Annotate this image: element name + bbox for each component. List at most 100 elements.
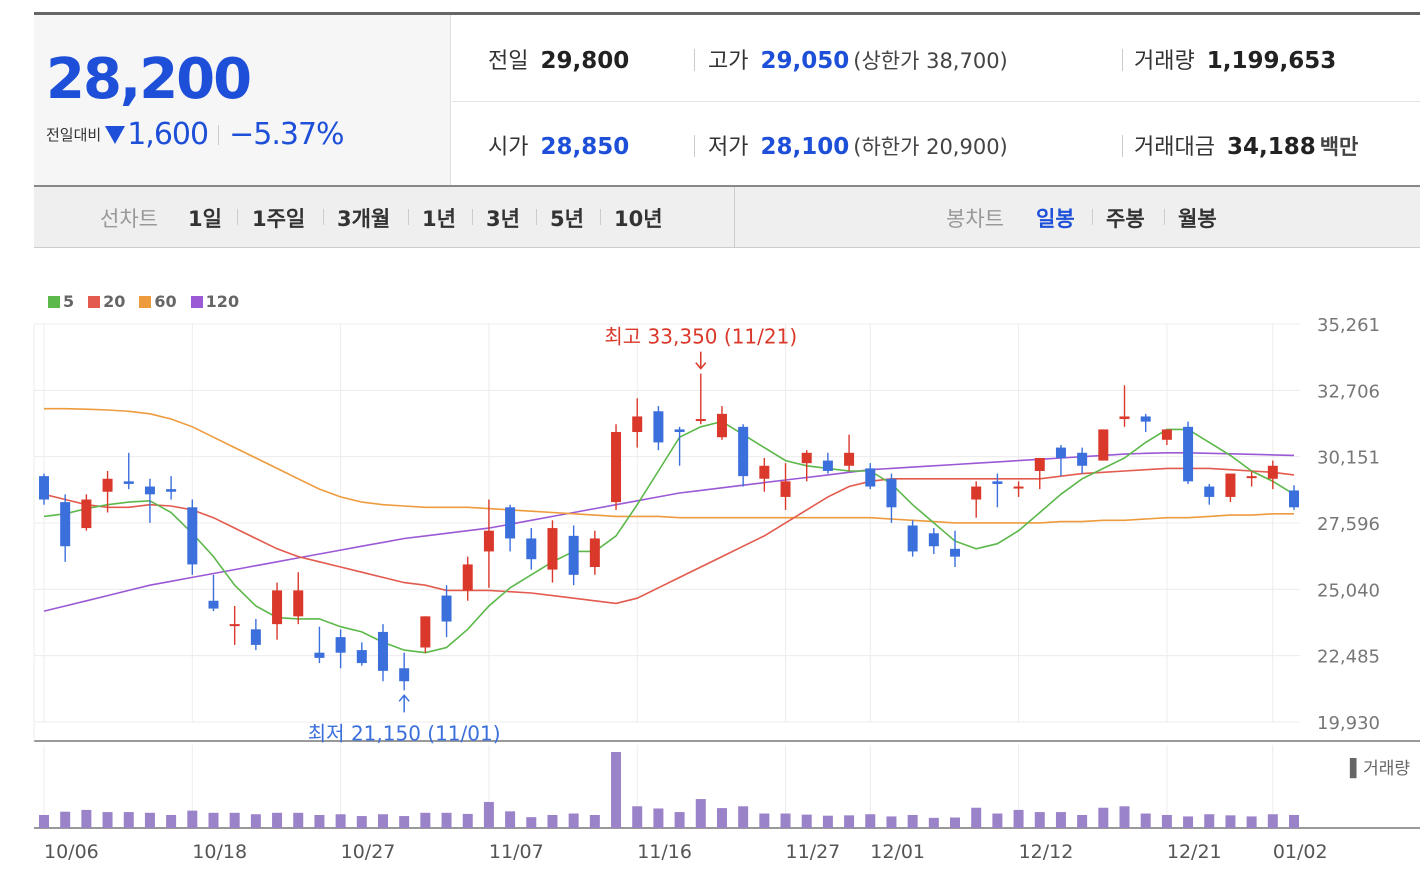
volume-bar: [1034, 812, 1045, 828]
divider: [1092, 209, 1093, 225]
volume-bar: [547, 814, 558, 828]
candle: [589, 538, 600, 568]
volume-bar: [1267, 814, 1278, 828]
volume-bar: [420, 812, 431, 828]
candle: [1013, 486, 1024, 489]
tab-3year[interactable]: 3년: [486, 207, 520, 231]
candle: [1077, 452, 1088, 466]
low-price: 저가 28,100 (하한가 20,900): [708, 134, 1008, 160]
volume-bar: [1098, 807, 1109, 828]
divider: [323, 209, 324, 225]
candle: [865, 468, 876, 487]
ma120-line: [43, 451, 1295, 612]
volume-bar: [1077, 814, 1088, 828]
volume-bar: [695, 799, 706, 828]
divider: [1122, 49, 1123, 71]
candle: [250, 629, 261, 645]
candle: [632, 416, 643, 433]
volume-bar: [250, 814, 261, 828]
volume-bar: [399, 816, 410, 828]
volume-bar: [780, 813, 791, 828]
candle: [1098, 429, 1109, 461]
candle: [1225, 473, 1236, 497]
volume-bar: [886, 816, 897, 828]
volume-bar: [716, 808, 727, 828]
candle: [907, 525, 918, 552]
x-tick-label: 12/01: [870, 841, 925, 863]
x-tick-label: 10/18: [192, 841, 247, 863]
tab-10year[interactable]: 10년: [614, 207, 663, 231]
low-annotation: 최저 21,150 (11/01): [308, 721, 501, 745]
volume-bar: [1289, 814, 1299, 828]
tab-1week[interactable]: 1주일: [252, 207, 306, 231]
candle: [314, 652, 325, 658]
candle: [759, 465, 770, 479]
x-tick-label: 11/07: [489, 841, 544, 863]
divider: [218, 124, 220, 145]
volume-bar: [611, 752, 622, 828]
row-divider: [452, 101, 1420, 102]
candle: [356, 650, 367, 664]
volume-bar: [60, 811, 71, 828]
candle: [1055, 447, 1066, 458]
x-tick-label: 10/06: [44, 841, 99, 863]
candle: [81, 499, 92, 529]
candle: [272, 590, 283, 625]
volume-bar: [1055, 812, 1066, 828]
volume-bar: [81, 809, 92, 828]
volume-bar: [738, 806, 749, 828]
volume-bar: [759, 813, 770, 828]
tab-weekly[interactable]: 주봉: [1106, 207, 1145, 231]
volume-bar: [928, 817, 939, 828]
tab-daily[interactable]: 일봉: [1036, 207, 1075, 231]
volume-bar: [293, 812, 304, 828]
candle: [950, 548, 961, 557]
tab-1year[interactable]: 1년: [422, 207, 456, 231]
candle: [39, 476, 49, 500]
volume-bar: [335, 814, 346, 828]
prev-close: 전일 29,800: [488, 48, 630, 74]
candle: [738, 426, 749, 477]
candle: [1289, 490, 1299, 508]
volume-bar: [314, 814, 325, 828]
volume-bar: [632, 806, 643, 828]
x-tick-label: 11/16: [637, 841, 692, 863]
candle: [399, 668, 410, 682]
y-tick-label: 27,596: [1317, 514, 1380, 535]
volume-bar: [992, 813, 1003, 828]
tab-5year[interactable]: 5년: [550, 207, 584, 231]
open-price: 시가 28,850: [488, 134, 630, 160]
volume-bar: [1225, 815, 1236, 828]
x-tick-label: 12/12: [1019, 841, 1074, 863]
trade-amount: 거래대금 34,188 백만: [1134, 134, 1359, 160]
legend-ma60: 60: [139, 292, 177, 311]
chart-tab-bar: 선차트 1일 1주일 3개월 1년 3년 5년 10년 봉차트 일봉 주봉 월봉: [34, 187, 1420, 248]
price-summary: 28,200 전일대비 1,600 −5.37%: [34, 15, 451, 185]
volume-bar: [844, 815, 855, 828]
tab-monthly[interactable]: 월봉: [1178, 207, 1217, 231]
candle: [716, 413, 727, 438]
tab-3month[interactable]: 3개월: [337, 207, 391, 231]
low-arrow-icon: [398, 694, 410, 713]
candle: [547, 528, 558, 570]
candle: [441, 595, 452, 622]
tab-1day[interactable]: 1일: [188, 207, 222, 231]
ma5-line: [43, 420, 1295, 654]
candle: [293, 590, 304, 617]
candle: [1267, 465, 1278, 479]
volume-bar: [462, 813, 473, 828]
candle: [166, 489, 177, 492]
candle: [928, 533, 939, 547]
ma60-line: [44, 407, 1294, 524]
high-annotation: 최고 33,350 (11/21): [604, 325, 797, 349]
chart-legend: 5 20 60 120: [48, 292, 253, 311]
volume-bar: [971, 807, 982, 828]
candle: [674, 429, 685, 433]
line-chart-label: 선차트: [100, 207, 158, 231]
candle: [483, 530, 494, 552]
volume-bar: [123, 812, 134, 828]
volume-bar: [505, 811, 516, 828]
volume-bar: [102, 812, 113, 828]
down-triangle-icon: [105, 125, 126, 144]
